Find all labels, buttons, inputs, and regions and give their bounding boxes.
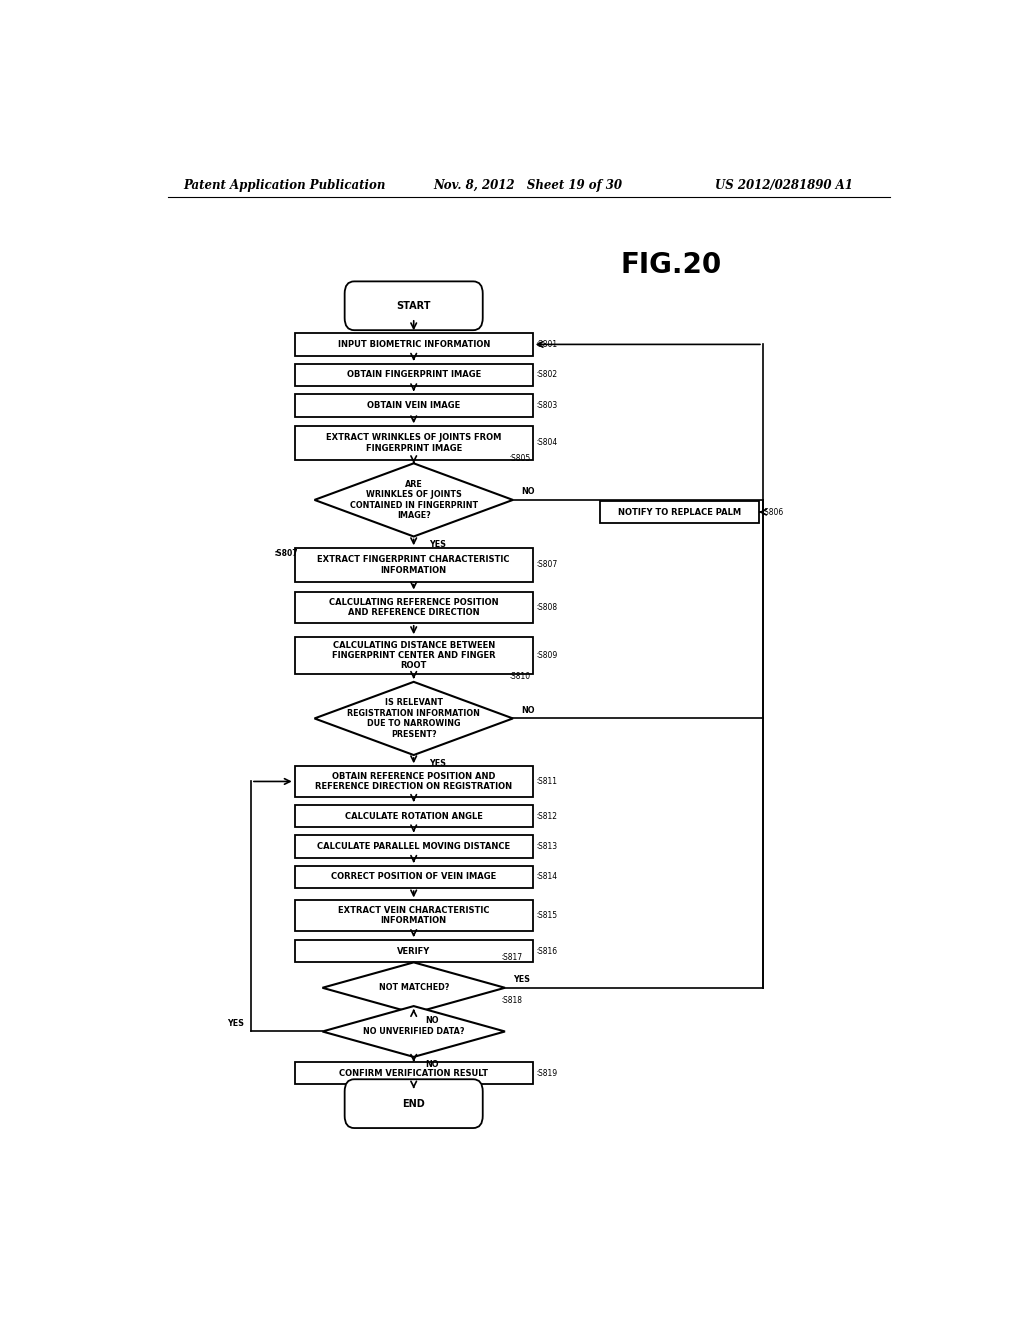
Text: Patent Application Publication: Patent Application Publication <box>183 180 386 193</box>
Text: ARE
WRINKLES OF JOINTS
CONTAINED IN FINGERPRINT
IMAGE?: ARE WRINKLES OF JOINTS CONTAINED IN FING… <box>349 479 478 520</box>
FancyBboxPatch shape <box>295 638 532 673</box>
Text: NO: NO <box>426 1016 439 1024</box>
Text: Nov. 8, 2012   Sheet 19 of 30: Nov. 8, 2012 Sheet 19 of 30 <box>433 180 623 193</box>
Text: END: END <box>402 1098 425 1109</box>
Text: EXTRACT WRINKLES OF JOINTS FROM
FINGERPRINT IMAGE: EXTRACT WRINKLES OF JOINTS FROM FINGERPR… <box>326 433 502 453</box>
Text: OBTAIN REFERENCE POSITION AND
REFERENCE DIRECTION ON REGISTRATION: OBTAIN REFERENCE POSITION AND REFERENCE … <box>315 772 512 791</box>
Polygon shape <box>323 1006 505 1057</box>
Text: ∶S808: ∶S808 <box>537 603 558 612</box>
Text: NO: NO <box>521 706 535 715</box>
Text: ∶S804: ∶S804 <box>537 438 558 447</box>
Polygon shape <box>314 682 513 755</box>
FancyBboxPatch shape <box>295 333 532 355</box>
Polygon shape <box>323 962 505 1014</box>
FancyBboxPatch shape <box>295 548 532 582</box>
Text: OBTAIN FINGERPRINT IMAGE: OBTAIN FINGERPRINT IMAGE <box>346 371 481 379</box>
Text: ∶S807: ∶S807 <box>274 549 298 558</box>
Text: OBTAIN VEIN IMAGE: OBTAIN VEIN IMAGE <box>367 401 461 411</box>
FancyBboxPatch shape <box>345 1080 482 1129</box>
FancyBboxPatch shape <box>600 500 759 523</box>
Text: ∶S814: ∶S814 <box>537 873 558 882</box>
Text: ∶S803: ∶S803 <box>537 401 558 411</box>
Text: ∶S802: ∶S802 <box>537 371 558 379</box>
Text: EXTRACT FINGERPRINT CHARACTERISTIC
INFORMATION: EXTRACT FINGERPRINT CHARACTERISTIC INFOR… <box>317 556 510 574</box>
Text: ∶S819: ∶S819 <box>537 1069 558 1077</box>
Text: CALCULATING REFERENCE POSITION
AND REFERENCE DIRECTION: CALCULATING REFERENCE POSITION AND REFER… <box>329 598 499 618</box>
Text: CALCULATE ROTATION ANGLE: CALCULATE ROTATION ANGLE <box>345 812 482 821</box>
FancyBboxPatch shape <box>295 866 532 888</box>
Text: ∶S807: ∶S807 <box>537 561 558 569</box>
Text: ∶S801: ∶S801 <box>537 341 558 348</box>
Text: ∶S816: ∶S816 <box>537 946 558 956</box>
Text: YES: YES <box>430 759 446 768</box>
Text: ∶S805: ∶S805 <box>509 454 530 463</box>
FancyBboxPatch shape <box>295 395 532 417</box>
FancyBboxPatch shape <box>295 805 532 828</box>
Text: ∶S811: ∶S811 <box>537 777 558 785</box>
Text: CALCULATING DISTANCE BETWEEN
FINGERPRINT CENTER AND FINGER
ROOT: CALCULATING DISTANCE BETWEEN FINGERPRINT… <box>332 640 496 671</box>
Text: ∶S809: ∶S809 <box>537 651 558 660</box>
FancyBboxPatch shape <box>295 426 532 459</box>
Text: NO: NO <box>521 487 535 496</box>
Text: ∶S813: ∶S813 <box>537 842 558 851</box>
FancyBboxPatch shape <box>295 900 532 931</box>
Text: ∶S817: ∶S817 <box>501 953 522 962</box>
Text: NOT MATCHED?: NOT MATCHED? <box>379 983 449 993</box>
Text: IS RELEVANT
REGISTRATION INFORMATION
DUE TO NARROWING
PRESENT?: IS RELEVANT REGISTRATION INFORMATION DUE… <box>347 698 480 738</box>
Text: CALCULATE PARALLEL MOVING DISTANCE: CALCULATE PARALLEL MOVING DISTANCE <box>317 842 510 851</box>
Text: YES: YES <box>513 975 529 985</box>
Text: YES: YES <box>227 1019 244 1028</box>
Polygon shape <box>314 463 513 536</box>
FancyBboxPatch shape <box>295 836 532 858</box>
Text: ∶S806: ∶S806 <box>763 508 784 516</box>
Text: EXTRACT VEIN CHARACTERISTIC
INFORMATION: EXTRACT VEIN CHARACTERISTIC INFORMATION <box>338 906 489 925</box>
FancyBboxPatch shape <box>295 593 532 623</box>
Text: US 2012/0281890 A1: US 2012/0281890 A1 <box>715 180 853 193</box>
Text: YES: YES <box>430 540 446 549</box>
FancyBboxPatch shape <box>295 364 532 385</box>
Text: NO: NO <box>426 1060 439 1068</box>
FancyBboxPatch shape <box>345 281 482 330</box>
Text: NO UNVERIFIED DATA?: NO UNVERIFIED DATA? <box>362 1027 465 1036</box>
Text: CORRECT POSITION OF VEIN IMAGE: CORRECT POSITION OF VEIN IMAGE <box>331 873 497 882</box>
Text: NOTIFY TO REPLACE PALM: NOTIFY TO REPLACE PALM <box>618 508 741 516</box>
Text: START: START <box>396 301 431 310</box>
Text: ∶S815: ∶S815 <box>537 911 558 920</box>
Text: ∶S818: ∶S818 <box>501 997 522 1006</box>
Text: VERIFY: VERIFY <box>397 946 430 956</box>
Text: ∶S812: ∶S812 <box>537 812 558 821</box>
Text: ∶S810: ∶S810 <box>509 672 530 681</box>
FancyBboxPatch shape <box>295 766 532 797</box>
FancyBboxPatch shape <box>295 1063 532 1084</box>
Text: FIG.20: FIG.20 <box>620 251 721 279</box>
Text: INPUT BIOMETRIC INFORMATION: INPUT BIOMETRIC INFORMATION <box>338 341 489 348</box>
FancyBboxPatch shape <box>295 940 532 962</box>
Text: CONFIRM VERIFICATION RESULT: CONFIRM VERIFICATION RESULT <box>339 1069 488 1077</box>
